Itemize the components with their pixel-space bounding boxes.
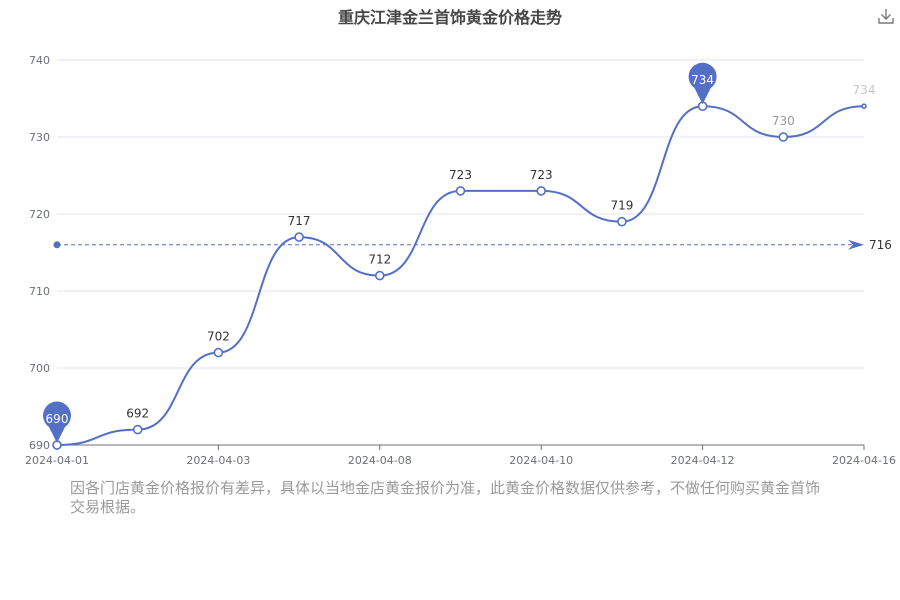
data-label: 702: [207, 330, 230, 344]
y-tick-label: 720: [29, 208, 50, 221]
data-point: [617, 216, 627, 227]
disclaimer-note: 因各门店黄金价格报价有差异，具体以当地金店黄金报价为准，此黄金价格数据仅供参考，…: [70, 479, 821, 516]
download-icon[interactable]: [876, 6, 896, 26]
min-marker-label: 690: [46, 412, 69, 426]
y-tick-label: 740: [29, 54, 50, 67]
average-line-arrow: [848, 239, 864, 250]
data-point: [213, 347, 224, 358]
data-label: 730: [772, 114, 795, 128]
data-point: [778, 132, 789, 142]
min-marker-pin: [43, 401, 72, 443]
data-point: [294, 232, 304, 242]
data-point: [374, 270, 385, 281]
data-point: [536, 186, 547, 196]
y-tick-label: 690: [29, 439, 50, 452]
x-tick-label: 2024-04-08: [348, 454, 412, 467]
average-line-label: 716: [869, 238, 892, 252]
y-tick-label: 700: [29, 362, 50, 375]
chart-title: 重庆江津金兰首饰黄金价格走势: [337, 8, 562, 27]
data-label: 717: [288, 214, 311, 228]
average-line-start: [53, 241, 61, 249]
data-label: 712: [368, 253, 391, 267]
x-tick-label: 2024-04-16: [832, 454, 896, 467]
data-label: 723: [449, 168, 472, 182]
x-tick-label: 2024-04-01: [25, 454, 89, 467]
series-line: [56, 105, 865, 446]
data-label: 723: [530, 168, 553, 182]
x-tick-label: 2024-04-12: [671, 454, 735, 467]
x-tick-label: 2024-04-10: [509, 454, 573, 467]
max-marker-label: 734: [691, 73, 714, 87]
max-marker-pin: [688, 62, 717, 105]
x-tick-label: 2024-04-03: [186, 454, 250, 467]
data-label: 692: [126, 407, 149, 421]
data-label: 734: [853, 83, 876, 97]
data-label: 719: [610, 199, 633, 213]
data-point: [455, 186, 466, 196]
data-point: [861, 103, 867, 109]
y-tick-label: 730: [29, 131, 50, 144]
y-tick-label: 710: [29, 285, 50, 298]
data-point: [132, 424, 143, 435]
